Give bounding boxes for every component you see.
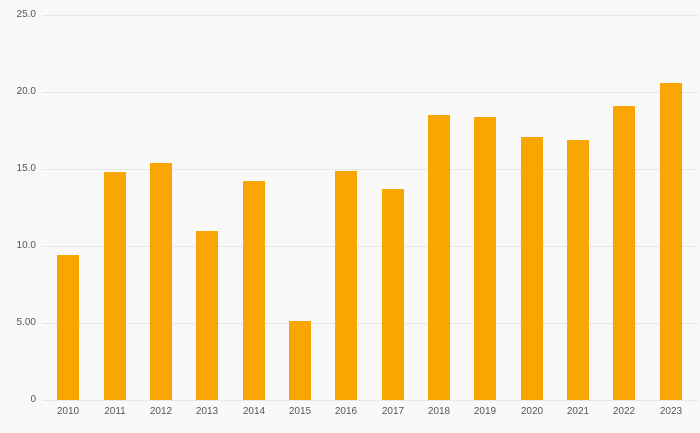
y-gridline	[42, 323, 698, 324]
x-axis-tick-label: 2021	[566, 406, 590, 417]
bar-2014[interactable]	[243, 181, 265, 400]
x-axis-tick-label: 2013	[195, 406, 219, 417]
x-axis-tick-label: 2014	[242, 406, 266, 417]
bar-2010[interactable]	[57, 255, 79, 400]
y-gridline	[42, 246, 698, 247]
x-axis-tick-label: 2023	[659, 406, 683, 417]
bar-2020[interactable]	[521, 137, 543, 400]
bar-2012[interactable]	[150, 163, 172, 400]
x-axis-tick-label: 2020	[520, 406, 544, 417]
bar-2013[interactable]	[196, 231, 218, 400]
bar-2019[interactable]	[474, 117, 496, 400]
y-gridline	[42, 400, 698, 401]
bar-2021[interactable]	[567, 140, 589, 400]
x-axis-tick-label: 2010	[56, 406, 80, 417]
x-axis-tick-label: 2022	[612, 406, 636, 417]
x-axis-tick-label: 2018	[427, 406, 451, 417]
bar-2017[interactable]	[382, 189, 404, 400]
y-axis-tick-label: 20.0	[16, 86, 36, 97]
bar-2011[interactable]	[104, 172, 126, 400]
x-axis-tick-label: 2017	[381, 406, 405, 417]
y-axis-tick-label: 10.0	[16, 240, 36, 251]
x-axis-tick-label: 2019	[473, 406, 497, 417]
bar-2015[interactable]	[289, 321, 311, 400]
y-axis-tick-label: 25.0	[16, 9, 36, 20]
y-gridline	[42, 169, 698, 170]
x-axis-tick-label: 2015	[288, 406, 312, 417]
x-axis-tick-label: 2016	[334, 406, 358, 417]
bar-2018[interactable]	[428, 115, 450, 400]
bar-2016[interactable]	[335, 171, 357, 400]
y-axis-tick-label: 15.0	[16, 163, 36, 174]
bar-2023[interactable]	[660, 83, 682, 400]
x-axis-tick-label: 2012	[149, 406, 173, 417]
y-gridline	[42, 92, 698, 93]
y-gridline	[42, 15, 698, 16]
y-axis-tick-label: 0	[30, 394, 36, 405]
y-axis-tick-label: 5.00	[16, 317, 36, 328]
x-axis-tick-label: 2011	[104, 406, 126, 417]
bar-2022[interactable]	[613, 106, 635, 400]
